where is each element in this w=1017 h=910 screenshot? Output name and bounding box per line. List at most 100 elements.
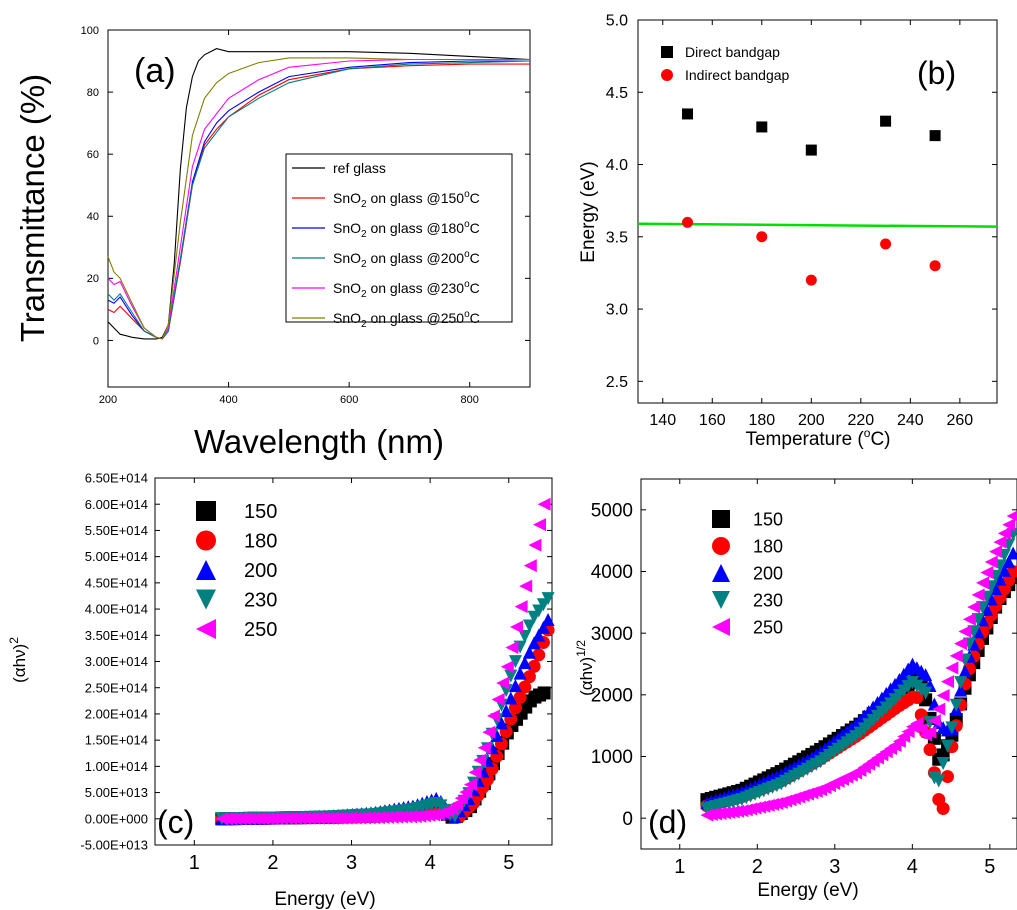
legend-label-tail: C	[470, 190, 480, 206]
series-line-5	[107, 57, 530, 340]
y-tick-label: 5.00E+014	[85, 549, 148, 564]
panel-d-y-axis-title: (αhν)1/2	[574, 640, 596, 696]
panel-d-x-axis-title: Energy (eV)	[757, 880, 858, 901]
y-tick-label: 2.00E+014	[85, 706, 148, 721]
panel-d-plot-area	[700, 510, 1017, 822]
legend-marker-1	[661, 69, 673, 81]
data-point-2	[541, 613, 555, 627]
data-point-2	[504, 691, 518, 705]
legend-marker-3	[712, 591, 730, 609]
panel-b-ticks: 140 160 180 200 220 240 260 2.5 3.0 3.5 4.0 4.5 5.0	[606, 13, 997, 429]
panel-b-x-axis-title-tail: C)	[870, 429, 890, 450]
x-tick-label: 5	[503, 852, 514, 874]
data-point-2	[527, 636, 541, 650]
data-point-2	[958, 664, 972, 678]
data-point-1	[527, 659, 541, 673]
y-tick-label: 4.0	[606, 157, 628, 174]
panel-d-axes-frame	[640, 478, 1017, 850]
data-point-4	[491, 692, 505, 706]
legend-label-sub: 2	[361, 199, 367, 210]
legend-label-tail: C	[470, 280, 480, 296]
y-tick-label: 5.0	[606, 13, 628, 30]
y-tick-label: 0	[93, 335, 99, 347]
data-point-2	[993, 572, 1007, 586]
data-point-4	[533, 518, 547, 532]
panel-b-x-axis-title: Temperature (oC)	[745, 426, 890, 450]
data-point-4	[454, 791, 468, 805]
legend-label-1: SnO2 on glass @150oC	[333, 189, 480, 210]
data-point-4	[1006, 510, 1017, 522]
data-point-4	[949, 649, 963, 663]
data-point-3	[945, 721, 959, 735]
data-point-4	[936, 689, 950, 703]
panel-b-x-axis-title-sup: o	[864, 426, 871, 440]
series-line-4	[107, 58, 530, 340]
x-tick-label: 2	[267, 852, 278, 874]
legend-label-rest: on glass @250	[367, 310, 465, 326]
data-point-3	[936, 757, 950, 771]
panel-d-label: (d)	[648, 804, 687, 840]
data-point-2	[522, 645, 536, 659]
legend-label-1: 180	[244, 531, 277, 553]
data-point-3	[919, 686, 933, 700]
legend-label-sub: 2	[361, 319, 367, 330]
y-tick-label: 100	[81, 25, 99, 37]
legend-marker-4	[196, 619, 216, 639]
legend-label-3: 230	[244, 590, 277, 612]
data-point-2	[490, 728, 504, 742]
data-point-4	[980, 565, 994, 579]
x-tick-label: 200	[798, 412, 825, 429]
y-tick-label: 4.50E+014	[85, 575, 148, 590]
x-tick-label: 1	[674, 856, 685, 878]
data-point-3	[499, 684, 513, 698]
data-point-4	[971, 588, 985, 602]
data-point-2	[508, 679, 522, 693]
panel-a-ticks: 200 400 600 800 0 20 40 60 80 100	[81, 25, 530, 406]
panel-c-x-axis-title: Energy (eV)	[274, 889, 375, 910]
data-point-4	[984, 555, 998, 569]
legend-label-sub: 2	[361, 229, 367, 240]
panel-a-legend-box	[285, 153, 513, 323]
y-tick-label: 0	[622, 809, 633, 830]
legend-marker-0	[661, 46, 673, 58]
legend-label-2: SnO2 on glass @180oC	[333, 219, 480, 240]
data-point-1	[941, 770, 955, 784]
y-tick-label: 60	[87, 149, 99, 161]
data-point-3	[954, 676, 968, 690]
y-tick-label: 80	[87, 87, 99, 99]
panel-c-axes-frame	[154, 477, 553, 846]
data-point-3	[941, 739, 955, 753]
data-point-3	[508, 655, 522, 669]
legend-label-sup: o	[464, 309, 470, 320]
legend-label-rest: on glass @180	[367, 220, 465, 236]
reference-line	[637, 222, 998, 228]
legend-label-sup: o	[464, 249, 470, 260]
legend-marker-4	[712, 618, 730, 636]
data-point-4	[468, 765, 482, 779]
legend-label-tail: C	[470, 310, 480, 326]
legend-label-main: SnO	[333, 220, 361, 236]
x-tick-label: 180	[748, 412, 775, 429]
panel-a-x-axis-title: Wavelength (nm)	[194, 423, 444, 460]
x-tick-label: 140	[649, 412, 676, 429]
legend-label-1: Indirect bandgap	[685, 67, 790, 83]
data-point-1	[756, 231, 768, 243]
data-point-4	[976, 576, 990, 590]
y-tick-label: 1.00E+014	[85, 759, 148, 774]
data-point-4	[932, 702, 946, 716]
data-point-1	[682, 216, 694, 228]
legend-label-1: 180	[753, 536, 783, 556]
data-point-2	[518, 656, 532, 670]
panel-a: 200 400 600 800 0 20 40 60 80 100 (a) Wavelength …	[14, 25, 531, 460]
panel-a-plot-area	[107, 48, 531, 340]
data-point-4	[450, 797, 464, 811]
y-tick-label: 6.00E+014	[85, 497, 148, 512]
data-point-4	[486, 709, 500, 723]
x-tick-label: 4	[907, 856, 918, 878]
legend-marker-1	[712, 537, 730, 555]
legend-label-3: 230	[753, 590, 783, 610]
legend-label-rest: on glass @230	[367, 280, 465, 296]
x-tick-label: 5	[984, 856, 995, 878]
panel-c-legend: 150 180 200 230 250	[196, 501, 277, 641]
